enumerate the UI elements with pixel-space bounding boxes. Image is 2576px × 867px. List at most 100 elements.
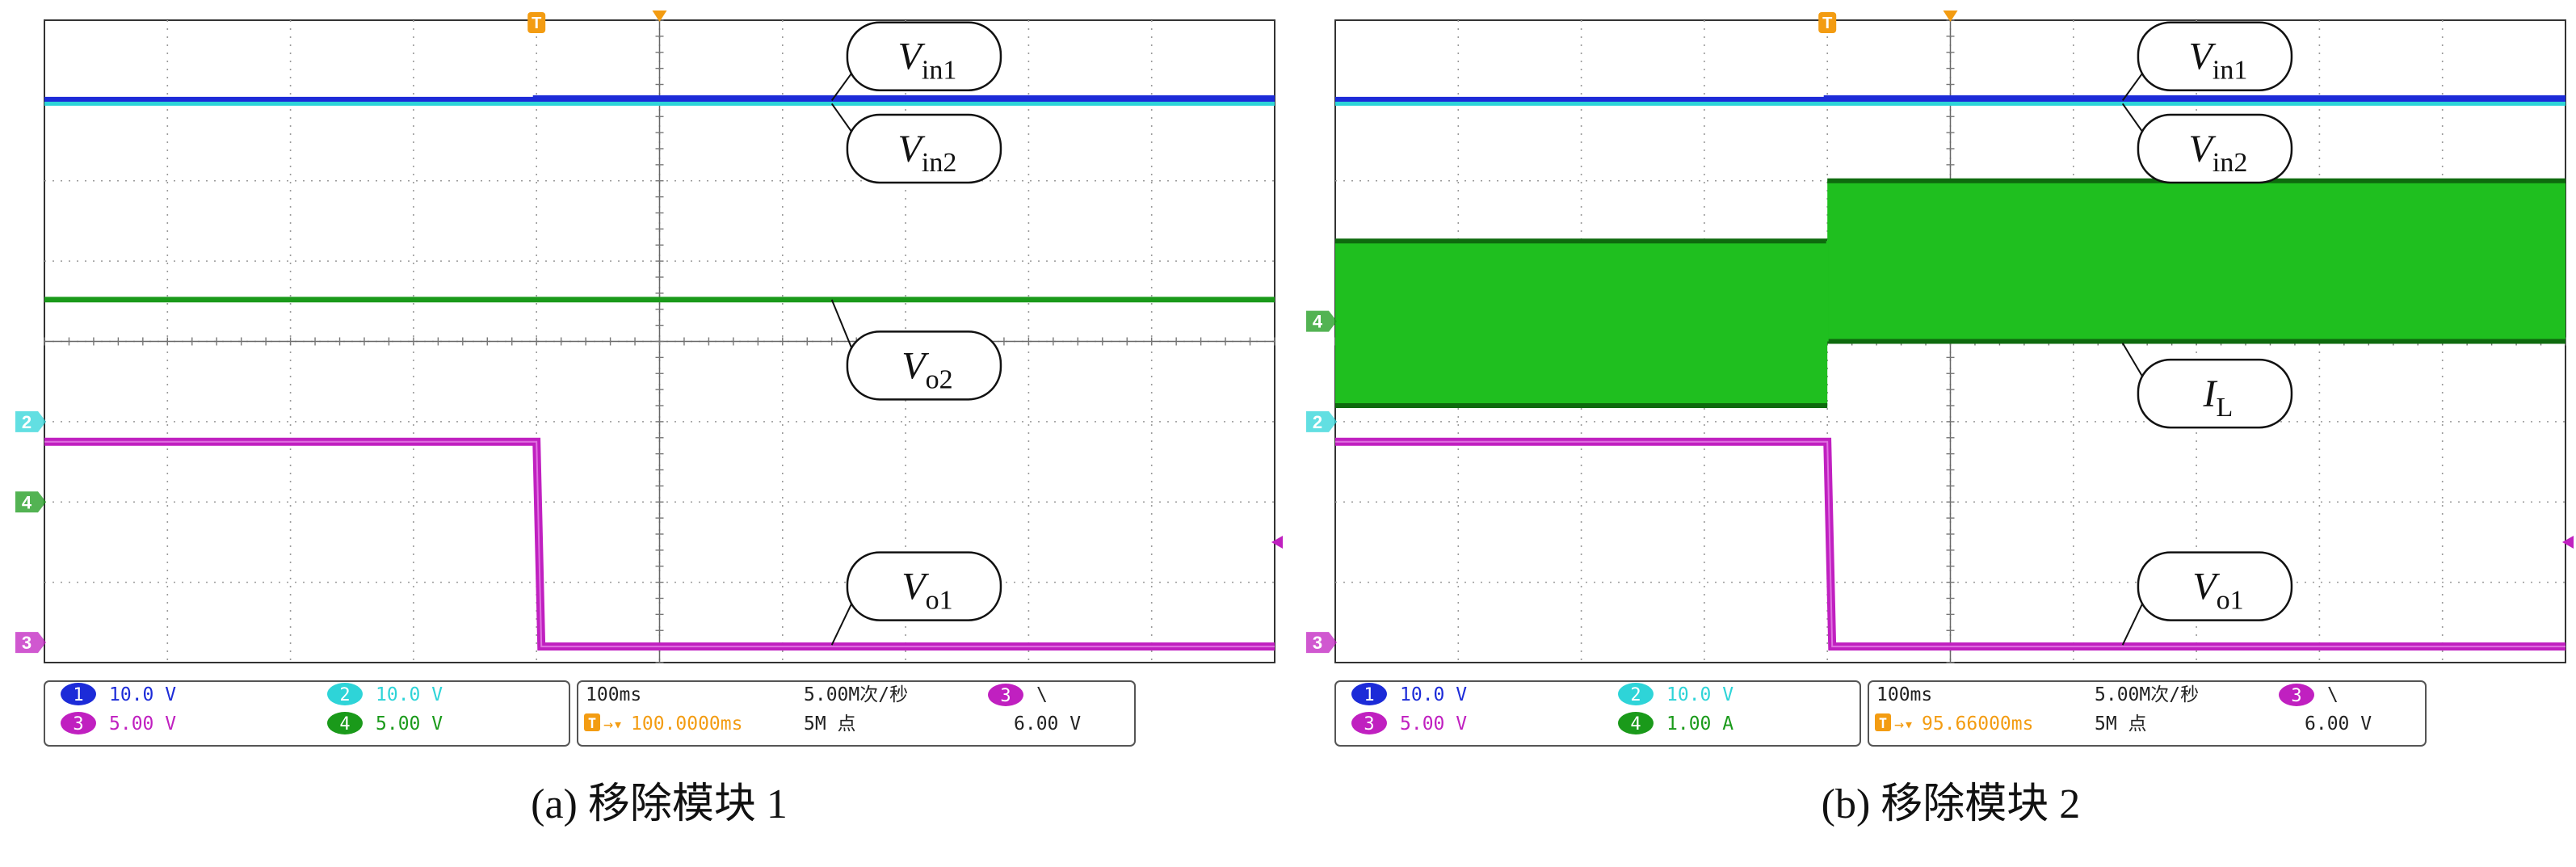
label-leader-line [830, 602, 853, 646]
trigger-slope-icon: \ [2327, 684, 2339, 705]
label-leader-line [830, 103, 853, 133]
channel-badge [1351, 683, 1387, 705]
channel-scale-box [44, 680, 570, 747]
ground-marker-shape [15, 632, 46, 654]
channel-badge-number: 2 [339, 685, 350, 705]
signal-labels: Vin1 Vin2 Vo2 Vo1 [830, 21, 1002, 646]
channel-scale-value: 5.00 V [1400, 713, 1467, 734]
label-box [846, 551, 1002, 621]
trigger-level-value: 6.00 V [2305, 713, 2372, 734]
label-box [2137, 551, 2293, 621]
label-text: Vo1 [901, 566, 952, 616]
channel-scale-value: 10.0 V [109, 684, 176, 705]
trigger-delay-letter: T [1879, 716, 1887, 732]
channel-ground-marker-4: 4 [1306, 310, 1337, 332]
trigger-marker-letter: T [1822, 15, 1832, 32]
panel-caption: (b) 移除模块 2 [1822, 781, 2081, 827]
channel-scale-value: 5.00 V [376, 713, 443, 734]
trace-band-after [1827, 180, 2565, 342]
channel-scale-value: 10.0 V [1400, 684, 1467, 705]
trigger-level-value: 6.00 V [1014, 713, 1081, 734]
trigger-position-arrow [652, 11, 667, 22]
ground-marker-number: 2 [22, 412, 32, 432]
signal-label-Vin2: Vin2 [830, 103, 1002, 184]
channel-badge-number: 3 [73, 714, 83, 734]
channel-scale-value: 10.0 V [1666, 684, 1733, 705]
channel-ground-marker-4: 4 [15, 491, 46, 513]
channel-ground-marker-2: 2 [15, 410, 46, 432]
ground-marker-number: 4 [22, 492, 32, 512]
channel-badge-number: 4 [339, 714, 350, 734]
channel-scale-value: 1.00 A [1666, 713, 1733, 734]
label-text: Vin1 [2189, 36, 2248, 86]
panel-caption: (a) 移除模块 1 [531, 781, 788, 827]
label-leader-line [2121, 103, 2144, 133]
trace-band-edge [1335, 238, 1828, 244]
label-box [2137, 358, 2293, 429]
trigger-delay-value: 100.0000ms [631, 713, 742, 734]
trigger-marker-icon: T [527, 12, 546, 33]
sample-rate-value: 5.00M次/秒 [2095, 684, 2199, 705]
signal-label-Vo1: Vo1 [2121, 551, 2293, 646]
trigger-channel-badge [2279, 684, 2314, 706]
label-text: Vo1 [2192, 566, 2243, 616]
channel-badge-number: 1 [73, 685, 83, 705]
channel-ground-marker-3: 3 [1306, 632, 1337, 654]
record-length-value: 5M 点 [2095, 713, 2147, 734]
timebase-value: 100ms [1876, 684, 1932, 705]
trigger-delay-arrow: →▾ [603, 714, 623, 734]
label-text: IL [2203, 372, 2234, 423]
trace-band-edge [1335, 403, 1828, 408]
signal-label-Vo1: Vo1 [830, 551, 1002, 646]
status-bar: 1 10.0 V 2 10.0 V 3 5.00 V 4 1.00 A 100ms 5.00M次/… [1334, 680, 2427, 747]
timebase-value: 100ms [586, 684, 641, 705]
channel-badge [327, 683, 363, 705]
label-leader-line [2121, 72, 2144, 101]
label-leader-line [2121, 342, 2144, 378]
trigger-delay: T →▾ 100.0000ms [584, 713, 742, 734]
label-text: Vin2 [898, 128, 957, 178]
channel-scale-4: 4 1.00 A [1618, 712, 1733, 734]
channel-badge [61, 712, 96, 734]
channel-scale-3: 3 5.00 V [1351, 712, 1467, 734]
channel-badge [1618, 683, 1654, 705]
trigger-channel-number: 3 [1000, 686, 1011, 706]
signal-label-IL: IL [2121, 342, 2293, 429]
ground-marker-number: 2 [1313, 412, 1322, 432]
trigger-channel-number: 3 [2291, 686, 2301, 706]
label-box [2137, 21, 2293, 91]
channel-badge [327, 712, 363, 734]
channel-badge-number: 1 [1364, 685, 1374, 705]
ground-marker-number: 4 [1313, 312, 1323, 332]
label-text: Vin1 [898, 36, 957, 86]
trigger-delay: T →▾ 95.66000ms [1875, 713, 2033, 734]
trigger-delay-icon [1875, 713, 1891, 731]
signal-label-Vin2: Vin2 [2121, 103, 2293, 184]
traces [44, 95, 1275, 651]
label-box [846, 113, 1002, 184]
sample-rate-value: 5.00M次/秒 [804, 684, 908, 705]
signal-labels: Vin1 Vin2 IL Vo1 [2121, 21, 2293, 646]
channel-scale-3: 3 5.00 V [61, 712, 176, 734]
signal-label-Vin1: Vin1 [2121, 21, 2293, 101]
record-length-value: 5M 点 [804, 713, 856, 734]
channel-scale-value: 10.0 V [376, 684, 443, 705]
channel-badge [1618, 712, 1654, 734]
trigger-delay-icon [584, 713, 600, 731]
trace-Vin1 [1335, 95, 2565, 104]
signal-label-Vo2: Vo2 [830, 299, 1002, 401]
trigger-marker-box [527, 12, 546, 33]
trace-Vo1-core [1335, 440, 2565, 648]
channel-ground-marker-2: 2 [1306, 410, 1337, 432]
status-bar: 1 10.0 V 2 10.0 V 3 5.00 V 4 5.00 V 100ms 5.00M次/… [44, 680, 1136, 747]
trigger-slope-icon: \ [1036, 684, 1048, 705]
trigger-marker-letter: T [532, 15, 541, 32]
channel-badge [1351, 712, 1387, 734]
trigger-level-arrow [2562, 535, 2574, 549]
channel-badge [61, 683, 96, 705]
channel-badge-number: 4 [1630, 714, 1641, 734]
channel-badge-number: 3 [1364, 714, 1374, 734]
